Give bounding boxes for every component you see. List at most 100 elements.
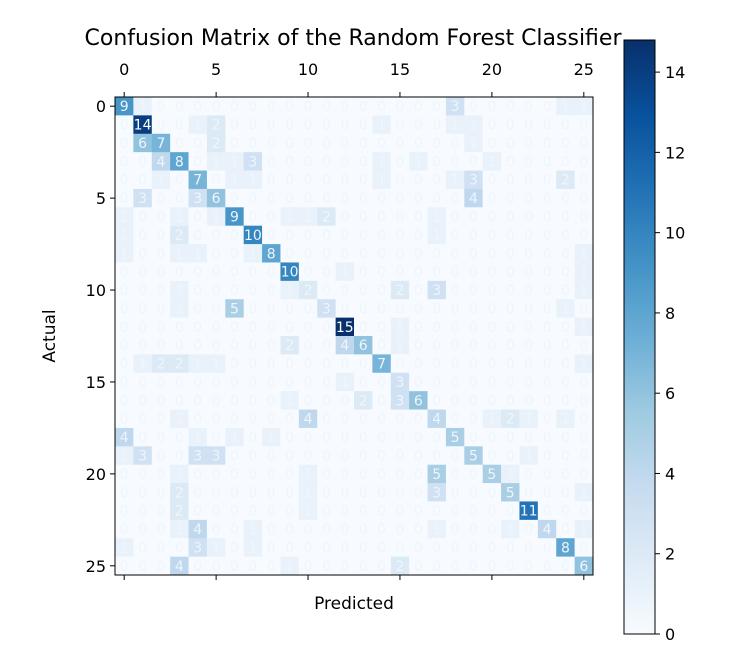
heatmap-cell — [409, 299, 428, 319]
cell-value-label: 0 — [230, 265, 239, 281]
heatmap-cell — [225, 354, 245, 374]
cell-value-label: 0 — [340, 559, 349, 575]
cell-value-label: 0 — [487, 136, 496, 152]
heatmap-cell — [427, 519, 447, 539]
heatmap-cell — [280, 336, 300, 355]
heatmap-cell — [390, 244, 410, 263]
heatmap-cell — [262, 225, 281, 245]
cell-value-label: 0 — [506, 154, 515, 170]
cell-value-label: 0 — [524, 99, 533, 115]
heatmap-cell — [262, 483, 281, 502]
cell-value-label: 0 — [561, 504, 570, 520]
heatmap-cell — [372, 152, 392, 171]
heatmap-cell — [262, 556, 281, 576]
heatmap-cell — [335, 446, 355, 466]
heatmap-cell — [409, 427, 428, 447]
cell-value-label: 0 — [212, 485, 221, 501]
cell-value-label: 0 — [359, 320, 368, 336]
cell-value-label: 0 — [120, 412, 129, 428]
cell-value-label: 4 — [156, 154, 165, 170]
cell-value-label: 1 — [230, 173, 239, 189]
heatmap-cell — [243, 409, 263, 429]
heatmap-cell — [225, 115, 245, 135]
cell-value-label: 1 — [340, 375, 349, 391]
heatmap-cell — [225, 133, 245, 153]
heatmap-cell — [537, 280, 557, 300]
cell-value-label: 0 — [561, 136, 570, 152]
cell-value-label: 0 — [285, 504, 294, 520]
heatmap-cell — [464, 556, 484, 576]
heatmap-cell — [243, 538, 263, 558]
cell-value-label: 1 — [561, 301, 570, 317]
cell-value-label: 0 — [543, 210, 552, 226]
cell-value-label: 1 — [451, 173, 460, 189]
heatmap-cell — [206, 225, 226, 245]
heatmap-cell — [280, 556, 300, 576]
cell-value-label: 0 — [248, 504, 257, 520]
cell-value-label: 0 — [156, 99, 165, 115]
heatmap-cell — [262, 391, 281, 410]
heatmap-cell — [390, 207, 410, 227]
heatmap-cell — [115, 207, 134, 227]
heatmap-cell — [482, 133, 502, 153]
heatmap-cell — [537, 97, 557, 116]
cell-value-label: 0 — [285, 118, 294, 134]
cell-value-label: 0 — [377, 467, 386, 483]
cell-value-label: 0 — [156, 504, 165, 520]
heatmap-cell — [354, 501, 373, 521]
cell-value-label: 0 — [395, 99, 404, 115]
cell-value-label: 1 — [175, 467, 184, 483]
heatmap-cell — [427, 97, 447, 116]
heatmap-cell — [188, 336, 208, 355]
heatmap-cell — [243, 133, 263, 153]
heatmap-cell — [188, 280, 208, 300]
heatmap-cell — [206, 170, 226, 190]
x-axis-label: Predicted — [314, 594, 394, 614]
cell-value-label: 0 — [138, 393, 147, 409]
cell-value-label: 0 — [506, 136, 515, 152]
heatmap-cell — [390, 262, 410, 282]
heatmap-cell — [482, 115, 502, 135]
cell-value-label: 0 — [469, 228, 478, 244]
cell-value-label: 0 — [451, 246, 460, 262]
cell-value-label: 0 — [506, 430, 515, 446]
cell-value-label: 0 — [230, 504, 239, 520]
heatmap-cell — [115, 299, 134, 319]
cell-value-label: 0 — [120, 118, 129, 134]
heatmap-cell — [390, 115, 410, 135]
cell-value-label: 0 — [377, 246, 386, 262]
heatmap-cell — [225, 170, 245, 190]
heatmap-cell — [133, 225, 153, 245]
cell-value-label: 0 — [304, 320, 313, 336]
heatmap-cell — [574, 225, 594, 245]
cell-value-label: 0 — [432, 430, 441, 446]
cell-value-label: 4 — [175, 559, 184, 575]
cell-value-label: 0 — [322, 540, 331, 556]
heatmap-cell — [206, 133, 226, 153]
cell-value-label: 0 — [395, 504, 404, 520]
heatmap-cell — [170, 262, 189, 282]
heatmap-cell — [243, 556, 263, 576]
cell-value-label: 0 — [487, 559, 496, 575]
heatmap-cell — [464, 207, 484, 227]
cell-value-label: 0 — [138, 430, 147, 446]
heatmap-cell — [151, 446, 171, 466]
heatmap-cell — [170, 188, 189, 208]
heatmap-cell — [243, 427, 263, 447]
heatmap-cell — [133, 207, 153, 227]
heatmap-cell — [133, 391, 153, 410]
cell-value-label: 0 — [322, 265, 331, 281]
cell-value-label: 0 — [561, 375, 570, 391]
heatmap-cell — [133, 299, 153, 319]
cell-value-label: 0 — [267, 375, 276, 391]
cell-value-label: 0 — [248, 191, 257, 207]
cell-value-label: 0 — [469, 265, 478, 281]
cell-value-label: 0 — [120, 357, 129, 373]
cell-value-label: 0 — [469, 154, 478, 170]
cell-value-label: 0 — [359, 283, 368, 299]
heatmap-cell — [262, 262, 281, 282]
cell-value-label: 1 — [395, 320, 404, 336]
heatmap-cell — [482, 244, 502, 263]
heatmap-cell — [115, 519, 134, 539]
cell-value-label: 0 — [156, 228, 165, 244]
